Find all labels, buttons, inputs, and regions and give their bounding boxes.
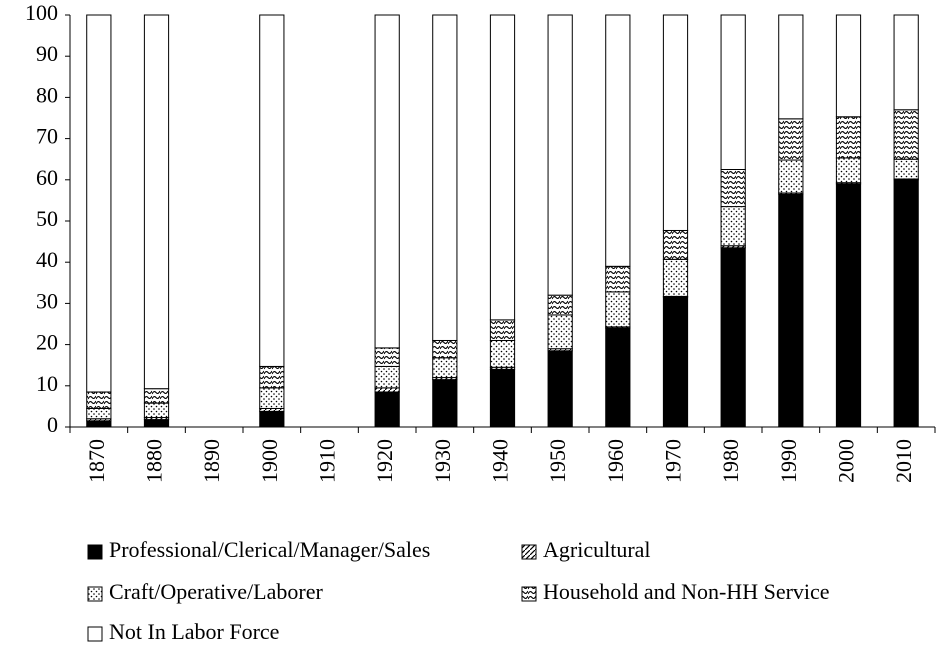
bar-segment xyxy=(86,14,112,393)
bar-segment xyxy=(662,14,689,231)
bar-segment xyxy=(720,14,746,170)
x-tick-label: 1890 xyxy=(199,439,224,483)
legend-label: Not In Labor Force xyxy=(109,619,279,644)
legend-swatch xyxy=(87,626,103,642)
bar-segment xyxy=(374,387,400,393)
x-tick-label: 1940 xyxy=(488,439,513,483)
x-tick-label: 1870 xyxy=(84,439,109,483)
y-tick-label: 80 xyxy=(36,82,58,107)
bar-segment xyxy=(547,314,573,350)
bar-segment xyxy=(662,258,689,297)
bar-segment xyxy=(547,350,573,428)
bar-segment xyxy=(893,109,919,160)
y-tick-label: 0 xyxy=(47,412,58,437)
bar-segment xyxy=(720,206,746,247)
legend-label: Professional/Clerical/Manager/Sales xyxy=(109,537,430,562)
bar-segment xyxy=(374,365,400,389)
bar-segment xyxy=(143,14,170,390)
x-tick-label: 1980 xyxy=(718,439,743,483)
x-tick-label: 2000 xyxy=(834,439,859,483)
bar-segment xyxy=(432,357,458,379)
bar-segment xyxy=(778,14,804,120)
bar-segment xyxy=(835,116,862,159)
bar-segment xyxy=(547,294,573,316)
bar-segment xyxy=(432,14,458,341)
y-tick-label: 90 xyxy=(36,41,58,66)
y-tick-label: 10 xyxy=(36,371,58,396)
x-tick-label: 1950 xyxy=(545,439,570,483)
y-tick-label: 50 xyxy=(36,206,58,231)
bar-segment xyxy=(893,179,919,428)
bar-segment xyxy=(547,14,573,296)
y-tick-label: 30 xyxy=(36,288,58,313)
y-tick-label: 20 xyxy=(36,330,58,355)
bar-segment xyxy=(86,391,112,409)
bar-segment xyxy=(662,229,689,260)
y-tick-label: 70 xyxy=(36,124,58,149)
bar-segment xyxy=(374,391,400,428)
y-tick-label: 40 xyxy=(36,247,58,272)
plot-area: 0 10 20 30 40 50 60 70 80 90 100 1870 1880 1890 1900 19… xyxy=(25,0,936,483)
x-tick-label: 1960 xyxy=(603,439,628,483)
bar-segment xyxy=(893,158,919,180)
bar-segment xyxy=(86,420,112,428)
x-tick-label: 1990 xyxy=(776,439,801,483)
legend-swatch xyxy=(87,586,103,602)
bar-segment xyxy=(605,327,631,428)
bar-segment xyxy=(720,247,746,428)
bar-segment xyxy=(259,14,285,367)
legend-label: Household and Non-HH Service xyxy=(543,579,830,604)
bar-segment xyxy=(778,193,804,428)
bar-segment xyxy=(489,14,516,321)
bar-segment xyxy=(143,388,170,404)
bar-segment xyxy=(143,402,170,419)
bar-segment xyxy=(605,291,631,328)
bar-segment xyxy=(835,157,862,184)
bar-segment xyxy=(605,265,631,293)
bar-segment xyxy=(259,410,285,428)
bar-segment xyxy=(662,296,689,428)
x-tick-label: 1930 xyxy=(430,439,455,483)
bar-segment xyxy=(605,14,631,267)
y-tick-label: 60 xyxy=(36,165,58,190)
bar-segment xyxy=(778,118,804,161)
bar-segment xyxy=(432,379,458,428)
bar-segment xyxy=(259,387,285,409)
bar-segment xyxy=(489,339,516,368)
x-tick-label: 1880 xyxy=(142,439,167,483)
bar-segment xyxy=(720,169,746,208)
bar-segment xyxy=(489,368,516,428)
bar-segment xyxy=(374,347,400,367)
bar-segment xyxy=(374,14,400,349)
x-tick-label: 1970 xyxy=(661,439,686,483)
legend-label: Craft/Operative/Laborer xyxy=(109,579,323,604)
bar-segment xyxy=(893,14,919,111)
legend-swatch xyxy=(521,586,537,602)
bar-segment xyxy=(143,419,170,428)
x-tick-label: 1910 xyxy=(315,439,340,483)
bar-segment xyxy=(86,407,112,420)
legend-swatch xyxy=(87,544,103,560)
legend-label: Agricultural xyxy=(543,537,651,562)
y-tick-label: 100 xyxy=(25,0,58,25)
bar-segment xyxy=(489,319,516,341)
bar-segment xyxy=(778,159,804,194)
legend: Professional/Clerical/Manager/Sales Agric… xyxy=(87,537,830,644)
bar-segment xyxy=(432,339,458,359)
legend-swatch xyxy=(521,544,537,560)
bar-segment xyxy=(259,365,285,389)
bar-segment xyxy=(835,183,862,428)
x-tick-label: 1920 xyxy=(372,439,397,483)
x-tick-label: 1900 xyxy=(257,439,282,483)
bar-segment xyxy=(835,14,862,118)
x-tick-label: 2010 xyxy=(891,439,916,483)
